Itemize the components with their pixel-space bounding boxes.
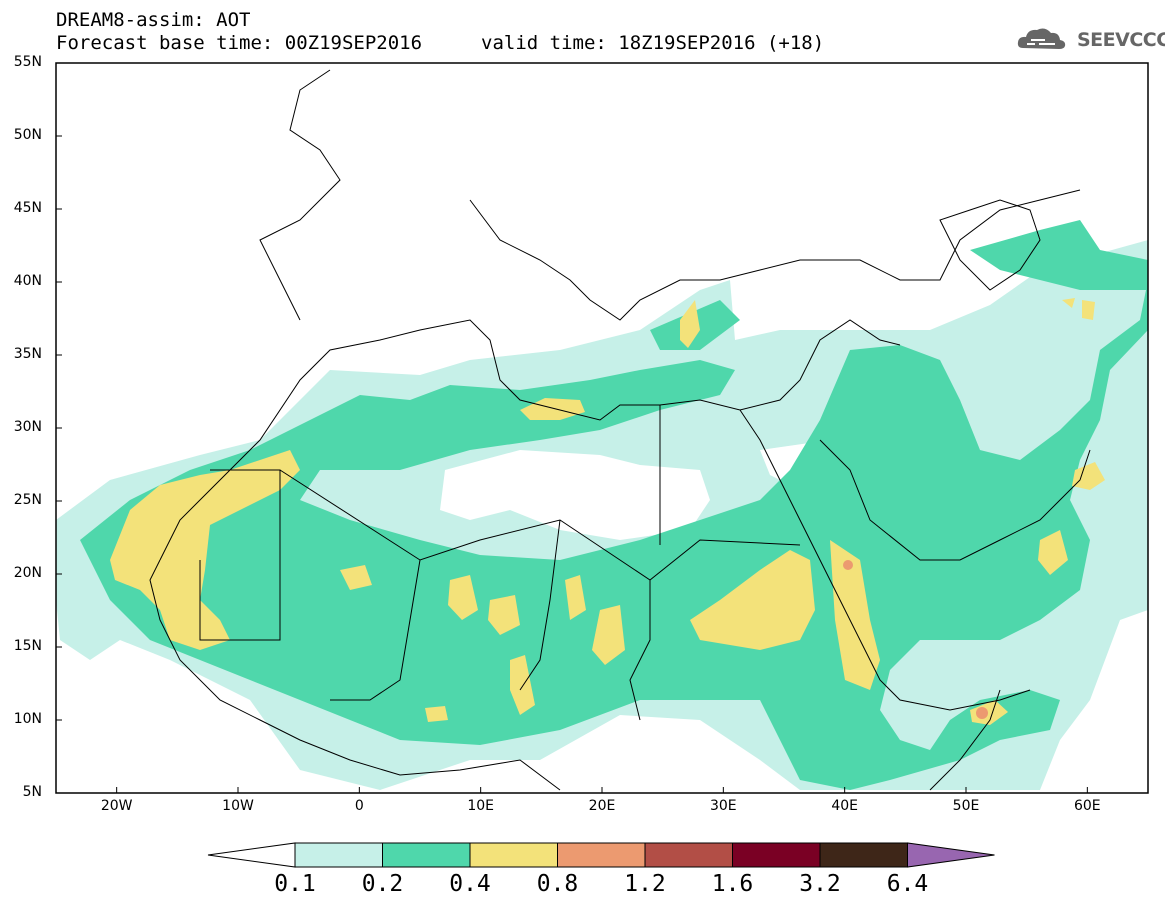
- colorbar-level-label: 0.8: [536, 871, 579, 897]
- cloud-logo-icon: [1017, 28, 1066, 49]
- colorbar-box: [557, 842, 646, 868]
- colorbar-level-label: 1.6: [711, 871, 754, 897]
- axis-ticks: [56, 62, 1088, 794]
- colorbar-max-arrow: [907, 842, 995, 868]
- colorbar-level-label: 0.1: [274, 871, 316, 897]
- aot-band-0.4: [110, 298, 1105, 725]
- lat-label: 30N: [13, 419, 42, 435]
- lon-label: 30E: [709, 798, 737, 814]
- logo-text: SEEVCCC: [1077, 29, 1165, 51]
- lat-label: 45N: [13, 200, 42, 216]
- lat-label: 40N: [13, 273, 42, 289]
- colorbar-box: [644, 842, 733, 868]
- lat-label: 55N: [13, 54, 42, 70]
- colorbar-level-label: 6.4: [886, 871, 929, 897]
- lon-label: 20E: [588, 798, 616, 814]
- colorbar-level-label: 3.2: [799, 871, 841, 897]
- lat-label: 15N: [13, 638, 42, 654]
- colorbar-box: [819, 842, 908, 868]
- lon-label: 10E: [467, 798, 494, 814]
- aot-colorbar: [207, 842, 995, 868]
- colorbar-level-label: 1.2: [624, 871, 666, 897]
- lon-label: 50E: [952, 798, 980, 814]
- colorbar-box: [294, 842, 383, 868]
- colorbar-min-arrow: [207, 842, 296, 868]
- colorbar-level-label: 0.2: [361, 871, 404, 897]
- colorbar-level-label: 0.4: [449, 871, 491, 897]
- map-title: DREAM8-assim: AOT: [56, 9, 251, 31]
- lat-label: 20N: [13, 565, 42, 581]
- lat-label: 35N: [13, 346, 42, 362]
- lon-label: 0: [354, 798, 364, 814]
- lat-label: 25N: [13, 492, 42, 508]
- forecast-base-time: Forecast base time: 00Z19SEP2016: [56, 32, 423, 54]
- lat-label: 10N: [13, 711, 42, 727]
- aot-band-0.8: [843, 560, 988, 719]
- lon-label: 20W: [100, 798, 133, 814]
- lat-label: 5N: [22, 784, 42, 800]
- colorbar-box: [469, 842, 558, 868]
- colorbar-box: [732, 842, 821, 868]
- valid-time: valid time: 18Z19SEP2016 (+18): [481, 32, 825, 54]
- coastlines: [149, 69, 1091, 791]
- lon-label: 10W: [222, 798, 254, 814]
- colorbar-box: [382, 842, 471, 868]
- lon-label: 40E: [831, 798, 858, 814]
- lat-label: 50N: [13, 127, 42, 143]
- lon-label: 60E: [1073, 798, 1101, 814]
